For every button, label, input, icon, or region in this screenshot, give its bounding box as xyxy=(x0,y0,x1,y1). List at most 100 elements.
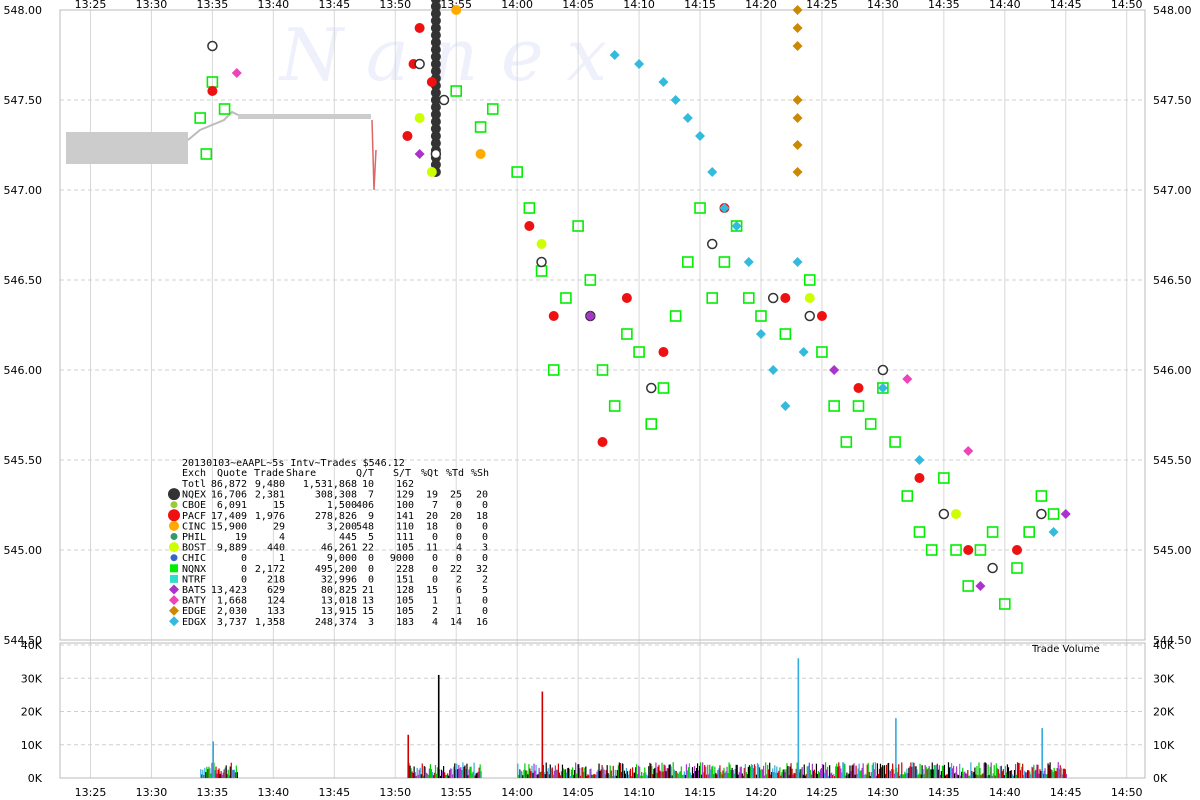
volume-bar xyxy=(412,773,414,778)
volume-bar xyxy=(771,771,773,778)
volume-bar xyxy=(599,771,601,778)
volume-bar xyxy=(666,768,668,778)
volume-bar xyxy=(826,769,828,778)
volume-bar xyxy=(633,772,636,778)
legend-cell: 3 xyxy=(482,543,488,554)
volume-bar xyxy=(631,767,634,778)
volume-bar xyxy=(701,774,703,778)
legend-cell: 15 xyxy=(426,585,438,596)
volume-bar xyxy=(841,772,843,778)
volume-bar xyxy=(932,769,934,778)
volume-bar xyxy=(619,763,621,778)
volume-bar xyxy=(735,764,737,778)
legend-marker xyxy=(169,520,179,531)
y-tick-left: 547.00 xyxy=(4,184,43,197)
volume-bar xyxy=(869,775,871,778)
volume-bar xyxy=(914,766,916,778)
quote-band-thin xyxy=(238,114,371,119)
volume-bar xyxy=(517,763,519,778)
volume-bar xyxy=(534,770,536,778)
volume-bar xyxy=(704,765,706,778)
edgx-point xyxy=(914,455,925,465)
legend-header-cell: S/T xyxy=(393,468,411,479)
volume-bar xyxy=(752,768,755,778)
legend-cell: NQEX xyxy=(182,490,206,501)
volume-bar xyxy=(673,769,675,778)
volume-bar xyxy=(222,772,224,778)
volume-bar xyxy=(958,775,960,778)
volume-bar xyxy=(658,764,660,778)
edgx-point xyxy=(658,77,669,87)
volume-bar xyxy=(947,762,950,778)
x-tick-bottom: 13:35 xyxy=(197,786,229,799)
legend-cell: 86,872 xyxy=(211,479,247,490)
volume-bar xyxy=(820,768,823,778)
legend-cell: 4 xyxy=(456,543,462,554)
volume-bar xyxy=(572,767,574,778)
volume-bar xyxy=(637,774,639,778)
legend-cell: 162 xyxy=(396,479,414,490)
volume-bar xyxy=(628,770,631,778)
legend-cell: 0 xyxy=(482,521,488,532)
volume-bar xyxy=(547,768,549,778)
volume-bar xyxy=(966,773,968,778)
volume-bar xyxy=(533,763,535,778)
volume-bar xyxy=(650,763,652,778)
legend-cell: 124 xyxy=(267,596,285,607)
volume-bar xyxy=(827,766,829,778)
volume-bar xyxy=(938,765,940,778)
nqnx-point xyxy=(962,580,975,592)
legend-cell: 20 xyxy=(450,511,462,522)
nqnx-point xyxy=(682,256,694,268)
volume-bar xyxy=(875,775,877,778)
volume-bar xyxy=(585,766,587,778)
volume-bar xyxy=(454,763,456,778)
volume-bar xyxy=(678,772,680,778)
volume-axis: 40K 40K 30K 30K 20K 20K 10K 10K 0K 0K xyxy=(21,639,1175,785)
volume-bar xyxy=(584,767,586,778)
nqex-point xyxy=(877,364,889,376)
volume-tick-left: 40K xyxy=(21,639,43,652)
volume-bar xyxy=(1057,762,1059,778)
volume-bar xyxy=(469,766,471,778)
volume-bar xyxy=(976,766,978,778)
volume-bar xyxy=(416,767,418,778)
volume-bar xyxy=(728,762,730,778)
volume-bar xyxy=(626,771,629,778)
y-tick-left: 547.50 xyxy=(4,94,43,107)
y-tick-right: 545.00 xyxy=(1153,544,1192,557)
volume-bar xyxy=(618,762,620,778)
volume-bar xyxy=(668,764,670,778)
volume-bar xyxy=(822,764,825,778)
volume-bar xyxy=(1016,762,1019,778)
volume-bar xyxy=(829,765,831,778)
x-tick-top: 14:05 xyxy=(562,0,594,11)
legend-cell: 1,668 xyxy=(217,596,247,607)
volume-bar xyxy=(941,765,944,778)
volume-bar xyxy=(202,769,204,778)
pacf-point xyxy=(426,77,437,87)
volume-bar xyxy=(608,774,610,778)
edgx-point xyxy=(780,401,791,411)
pacf-point xyxy=(524,221,535,231)
legend-cell: 0 xyxy=(482,500,488,511)
volume-bar xyxy=(999,766,1001,778)
volume-bar xyxy=(831,772,833,778)
legend-cell: 20 xyxy=(476,490,488,501)
nqnx-point xyxy=(669,310,682,322)
volume-bar xyxy=(543,772,545,778)
volume-bar xyxy=(1003,775,1005,778)
volume-bar xyxy=(982,773,984,778)
volume-bar xyxy=(939,774,941,778)
volume-bar xyxy=(719,765,721,778)
volume-bar xyxy=(535,764,537,778)
volume-bar xyxy=(667,768,669,778)
x-axis-bottom: 13:25 13:30 13:35 13:40 13:45 13:50 13:55 14:00… xyxy=(75,786,1143,799)
y-tick-left: 546.50 xyxy=(4,274,43,287)
x-tick-top: 13:25 xyxy=(75,0,107,11)
edgx-point xyxy=(877,383,888,393)
volume-bar xyxy=(908,767,910,778)
volume-bar xyxy=(538,767,540,778)
volume-bar xyxy=(214,770,216,778)
volume-bar xyxy=(806,766,808,778)
